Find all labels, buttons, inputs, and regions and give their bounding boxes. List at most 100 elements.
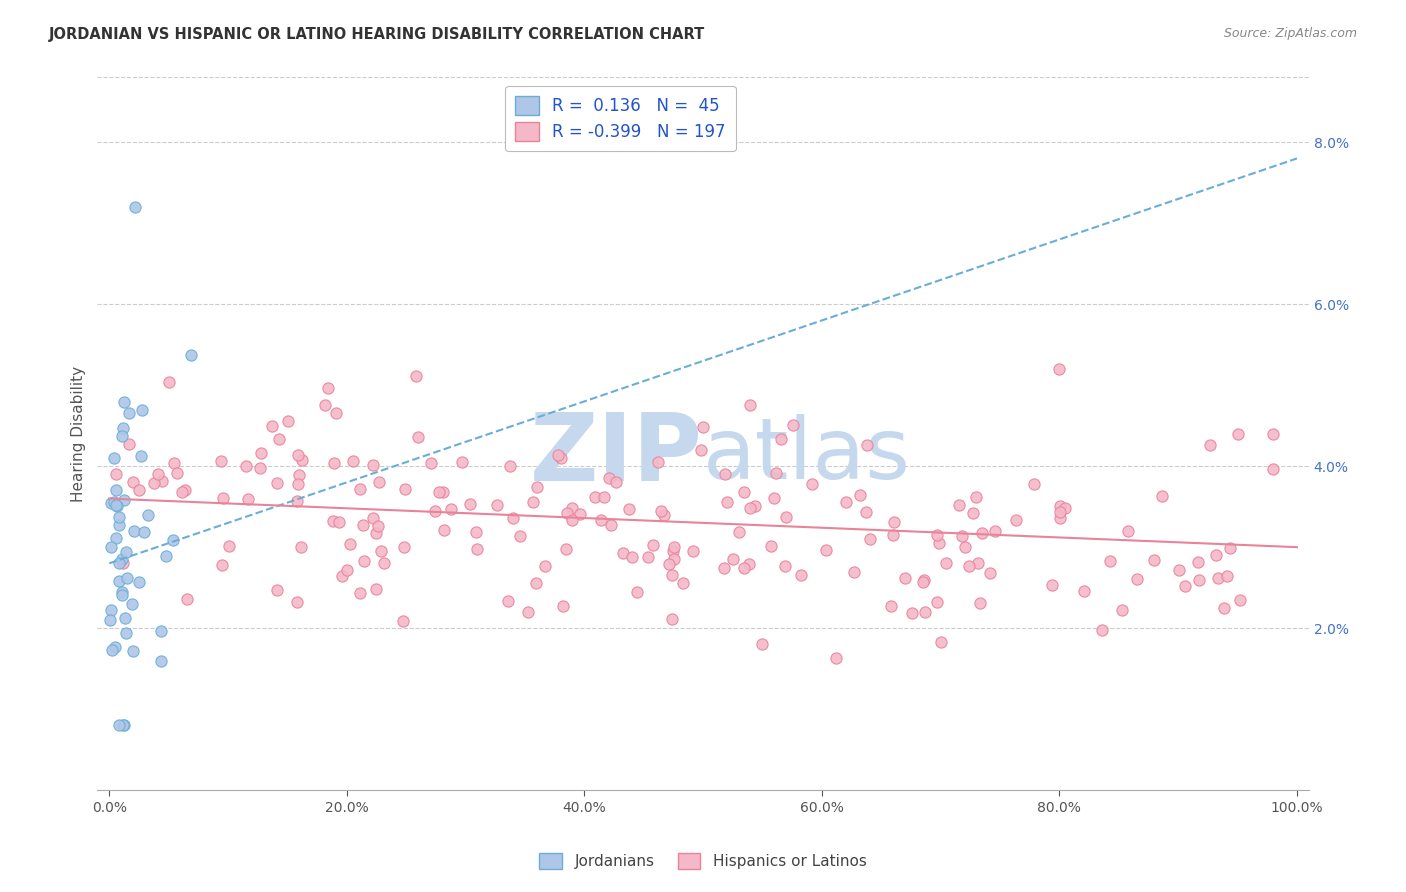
Point <box>621 550 644 565</box>
Point <box>553 599 575 613</box>
Point <box>637 549 659 564</box>
Point <box>364 525 387 540</box>
Point <box>366 582 388 596</box>
Point <box>100 540 122 554</box>
Point <box>131 403 153 417</box>
Point <box>1263 426 1285 441</box>
Point <box>173 483 195 498</box>
Text: atlas: atlas <box>703 414 911 497</box>
Point <box>533 558 555 573</box>
Point <box>249 461 271 475</box>
Point <box>727 525 749 540</box>
Point <box>1049 505 1071 519</box>
Point <box>100 496 122 510</box>
Point <box>1024 477 1046 491</box>
Point <box>1187 556 1209 570</box>
Point <box>238 491 260 506</box>
Point <box>948 498 970 512</box>
Point <box>1219 541 1241 555</box>
Point <box>965 490 987 504</box>
Point <box>250 445 273 459</box>
Point <box>824 651 846 665</box>
Point <box>555 507 578 521</box>
Point <box>1116 524 1139 538</box>
Point <box>105 483 128 498</box>
Point <box>751 637 773 651</box>
Point <box>927 594 949 608</box>
Point <box>166 466 188 480</box>
Point <box>352 517 374 532</box>
Point <box>440 502 463 516</box>
Point <box>1152 490 1174 504</box>
Point <box>626 585 648 599</box>
Point <box>658 557 681 571</box>
Point <box>1049 500 1071 514</box>
Point <box>927 528 949 542</box>
Point <box>901 607 924 621</box>
Point <box>733 485 755 500</box>
Point <box>121 598 143 612</box>
Point <box>420 456 443 470</box>
Point <box>498 593 520 607</box>
Point <box>429 485 451 500</box>
Point <box>662 552 685 566</box>
Point <box>856 438 879 452</box>
Point <box>128 483 150 497</box>
Point <box>112 493 135 508</box>
Point <box>129 450 152 464</box>
Point <box>287 476 309 491</box>
Point <box>288 468 311 483</box>
Legend: Jordanians, Hispanics or Latinos: Jordanians, Hispanics or Latinos <box>533 847 873 875</box>
Point <box>880 599 903 613</box>
Point <box>912 575 935 590</box>
Point <box>159 376 181 390</box>
Point <box>1099 554 1122 568</box>
Point <box>643 539 665 553</box>
Point <box>894 571 917 585</box>
Point <box>235 459 257 474</box>
Point <box>117 436 139 450</box>
Point <box>111 718 134 732</box>
Text: ZIP: ZIP <box>530 409 703 501</box>
Point <box>266 475 288 490</box>
Point <box>104 531 127 545</box>
Point <box>848 488 870 502</box>
Point <box>287 448 309 462</box>
Point <box>1054 500 1077 515</box>
Point <box>983 524 1005 538</box>
Point <box>290 540 312 554</box>
Point <box>450 455 472 469</box>
Point <box>713 467 735 482</box>
Point <box>692 419 714 434</box>
Point <box>100 602 122 616</box>
Point <box>342 454 364 468</box>
Point <box>526 480 548 494</box>
Point <box>524 576 547 591</box>
Point <box>883 515 905 529</box>
Point <box>323 456 346 470</box>
Point <box>349 585 371 599</box>
Point <box>285 595 308 609</box>
Point <box>458 497 481 511</box>
Point <box>969 596 991 610</box>
Point <box>522 495 544 509</box>
Point <box>108 718 131 732</box>
Point <box>322 514 344 528</box>
Point <box>155 549 177 563</box>
Point <box>108 509 131 524</box>
Point <box>661 568 683 582</box>
Point <box>209 453 232 467</box>
Point <box>773 558 796 573</box>
Point <box>815 542 838 557</box>
Point <box>114 611 136 625</box>
Point <box>104 640 127 654</box>
Point <box>143 475 166 490</box>
Point <box>122 524 145 538</box>
Point <box>882 527 904 541</box>
Point <box>101 643 124 657</box>
Point <box>180 348 202 362</box>
Point <box>285 494 308 508</box>
Point <box>112 421 135 435</box>
Point <box>502 511 524 525</box>
Point <box>790 568 813 582</box>
